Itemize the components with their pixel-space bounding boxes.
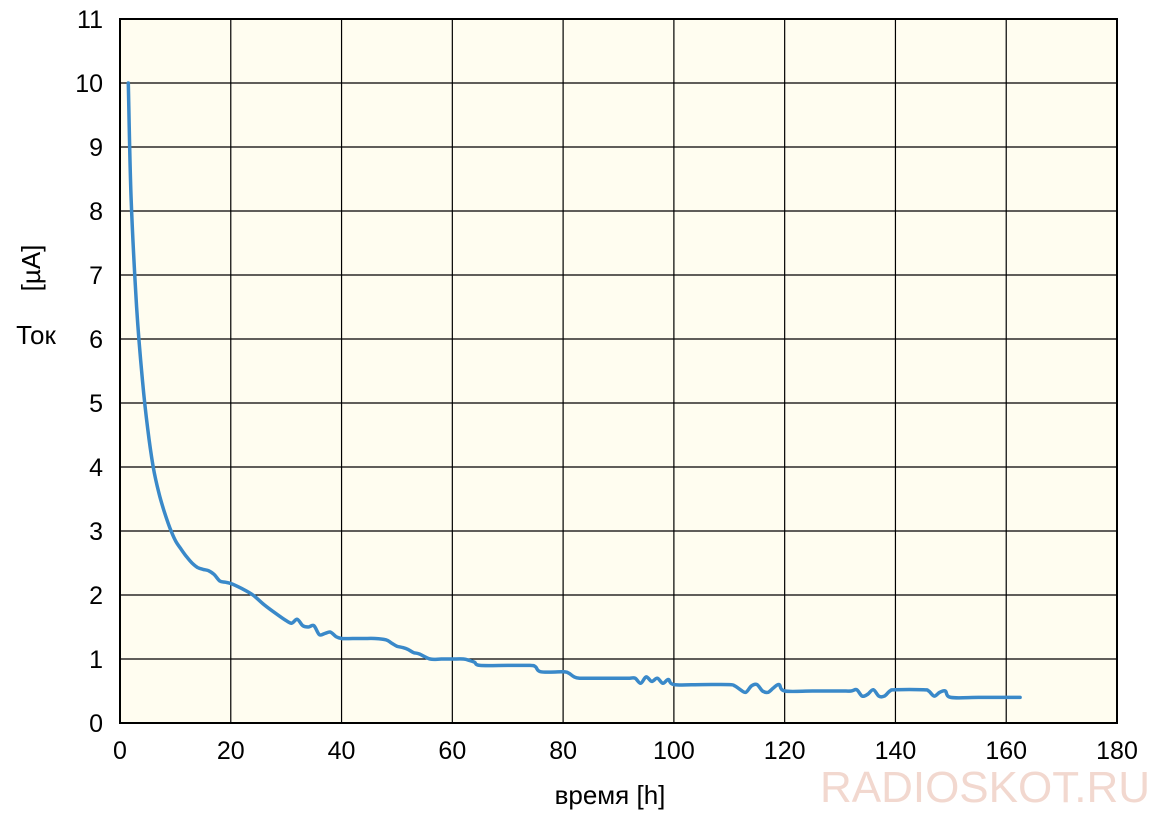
watermark: RADIOSKOT.RU (820, 763, 1150, 812)
x-axis-title: время [h] (555, 780, 666, 810)
y-tick-label: 9 (89, 134, 103, 162)
series-line-current (126, 81, 1022, 700)
plot-frame (119, 18, 1118, 724)
x-tick-label: 100 (653, 737, 695, 765)
y-tick-label: 7 (89, 262, 103, 290)
y-tick-labels: 0 1 2 3 4 5 6 7 8 9 10 11 (75, 6, 103, 738)
y-axis-unit: [µA] (16, 245, 46, 292)
y-tick-label: 5 (89, 390, 103, 418)
x-tick-label: 120 (764, 737, 806, 765)
plot-area (120, 19, 1117, 723)
x-tick-label: 160 (985, 737, 1027, 765)
y-tick-label: 1 (89, 646, 103, 674)
y-axis-title: Ток (16, 320, 56, 350)
x-tick-labels: 0 20 40 60 80 100 120 140 160 180 (113, 737, 1138, 765)
y-tick-label: 11 (77, 6, 103, 34)
y-tick-label: 6 (89, 326, 103, 354)
y-tick-label: 10 (75, 70, 103, 98)
x-tick-label: 140 (875, 737, 917, 765)
y-tick-label: 4 (89, 454, 103, 482)
x-tick-label: 20 (217, 737, 245, 765)
y-tick-label: 3 (89, 518, 103, 546)
x-tick-label: 180 (1096, 737, 1138, 765)
y-tick-label: 0 (89, 710, 103, 738)
x-tick-label: 80 (549, 737, 577, 765)
x-tick-label: 40 (328, 737, 356, 765)
x-tick-label: 60 (438, 737, 466, 765)
y-tick-label: 8 (89, 198, 103, 226)
x-tick-label: 0 (113, 737, 127, 765)
y-tick-label: 2 (89, 582, 103, 610)
